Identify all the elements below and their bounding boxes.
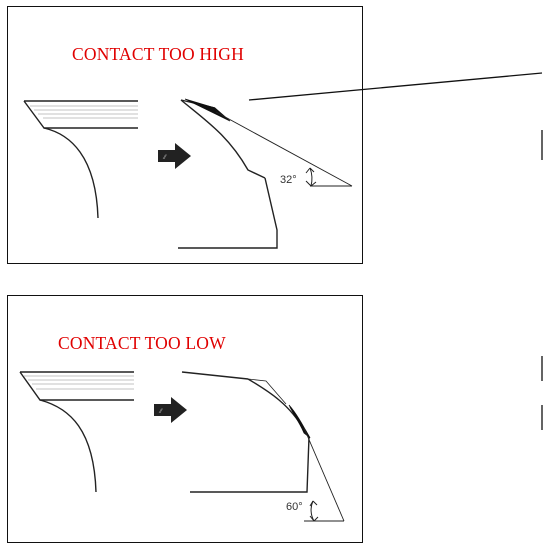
angle-label-32: 32° [280,174,297,186]
panel-title-contact-too-low: CONTACT TOO LOW [58,333,226,353]
angle-label-60: 60° [286,501,303,513]
diagram-panel-contact-too-low [7,295,363,543]
valve-seat-profile-high [23,100,138,219]
angle-arc-icon [309,500,319,522]
arrow-right-icon: ⁄⁄ [158,143,191,169]
valve-face-profile-low [181,371,345,522]
diagram-panel-contact-too-high [7,6,363,264]
arrow-right-icon: ⁄⁄ [154,397,187,423]
svg-text:⁄⁄: ⁄⁄ [158,409,163,415]
angle-arc-icon [305,167,317,187]
valve-seat-profile-low [19,371,134,493]
panel-title-contact-too-high: CONTACT TOO HIGH [72,44,244,64]
svg-text:⁄⁄: ⁄⁄ [162,155,167,161]
valve-face-profile-high [178,98,353,249]
leader-line [248,72,543,101]
